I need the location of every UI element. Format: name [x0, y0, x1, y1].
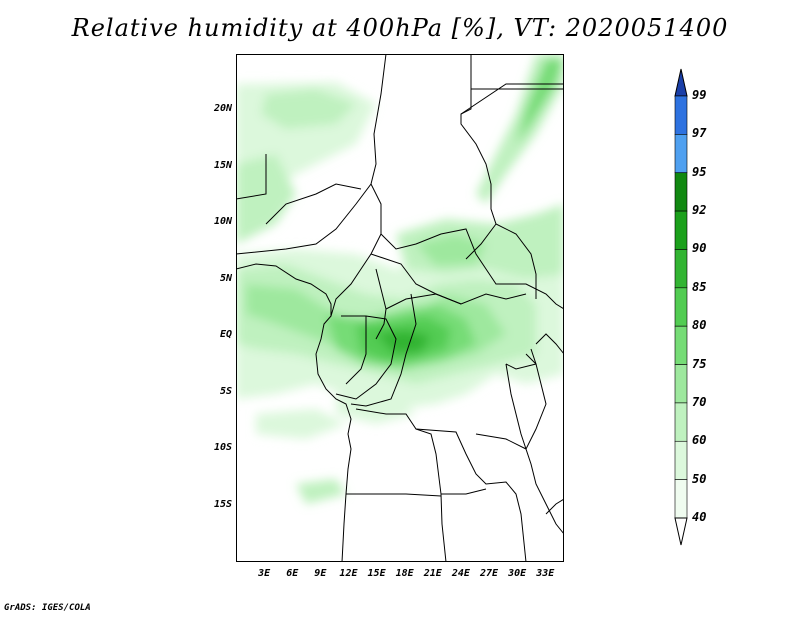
colorbar-swatch — [674, 479, 688, 519]
lat-tick-label: 10S — [213, 442, 232, 454]
colorbar-swatch — [674, 440, 688, 480]
colorbar-swatch — [674, 287, 688, 327]
lon-tick-label: 33E — [536, 568, 555, 579]
lat-tick-label: 15N — [213, 159, 232, 171]
colorbar-swatch — [674, 325, 688, 365]
colorbar-swatch — [674, 364, 688, 404]
lon-tick-label: 15E — [367, 568, 386, 579]
colorbar-level-label: 90 — [692, 241, 707, 256]
colorbar-swatch — [674, 172, 688, 212]
lon-tick-label: 21E — [423, 568, 442, 579]
colorbar-level-label: 60 — [692, 433, 707, 448]
colorbar-bottom-arrow — [674, 517, 688, 546]
lon-tick-label: 9E — [314, 568, 327, 579]
lat-tick-label: 5N — [219, 272, 232, 284]
colorbar-level-label: 75 — [692, 356, 707, 371]
colorbar-level-label: 50 — [692, 471, 707, 486]
lat-tick-label: 5S — [219, 385, 232, 397]
colorbar-level-label: 85 — [692, 279, 707, 294]
colorbar-level-label: 97 — [692, 126, 707, 141]
lon-tick-label: 30E — [508, 568, 527, 579]
colorbar-level-label: 95 — [692, 164, 707, 179]
colorbar-swatch — [674, 95, 688, 135]
lon-tick-label: 27E — [479, 568, 499, 579]
humidity-field — [236, 54, 564, 504]
map-title: Relative humidity at 400hPa [%], VT: 202… — [71, 14, 729, 42]
lat-tick-label: EQ — [219, 329, 232, 341]
colorbar-level-label: 70 — [692, 394, 707, 409]
colorbar-top-arrow — [674, 68, 688, 97]
colorbar-swatch — [674, 134, 688, 174]
lon-tick-label: 3E — [258, 568, 271, 579]
credit-text: GrADS: IGES/COLA — [4, 603, 91, 613]
colorbar — [674, 68, 688, 546]
lon-tick-label: 18E — [395, 568, 414, 579]
map-panel — [236, 54, 564, 562]
colorbar-swatch — [674, 249, 688, 289]
lon-tick-label: 6E — [286, 568, 299, 579]
lon-tick-label: 12E — [339, 568, 358, 579]
colorbar-level-label: 92 — [692, 203, 707, 218]
colorbar-level-label: 80 — [692, 318, 707, 333]
lat-tick-label: 15S — [213, 498, 232, 510]
colorbar-level-label: 40 — [692, 510, 707, 524]
colorbar-swatch — [674, 210, 688, 250]
map-frame — [236, 54, 564, 562]
lat-tick-label: 10N — [213, 216, 232, 228]
lon-tick-label: 24E — [451, 568, 470, 579]
lat-tick-label: 20N — [213, 103, 232, 115]
colorbar-swatch — [674, 402, 688, 442]
country-borders — [236, 54, 564, 562]
map-canvas — [236, 54, 564, 562]
colorbar-level-label: 99 — [692, 88, 707, 102]
